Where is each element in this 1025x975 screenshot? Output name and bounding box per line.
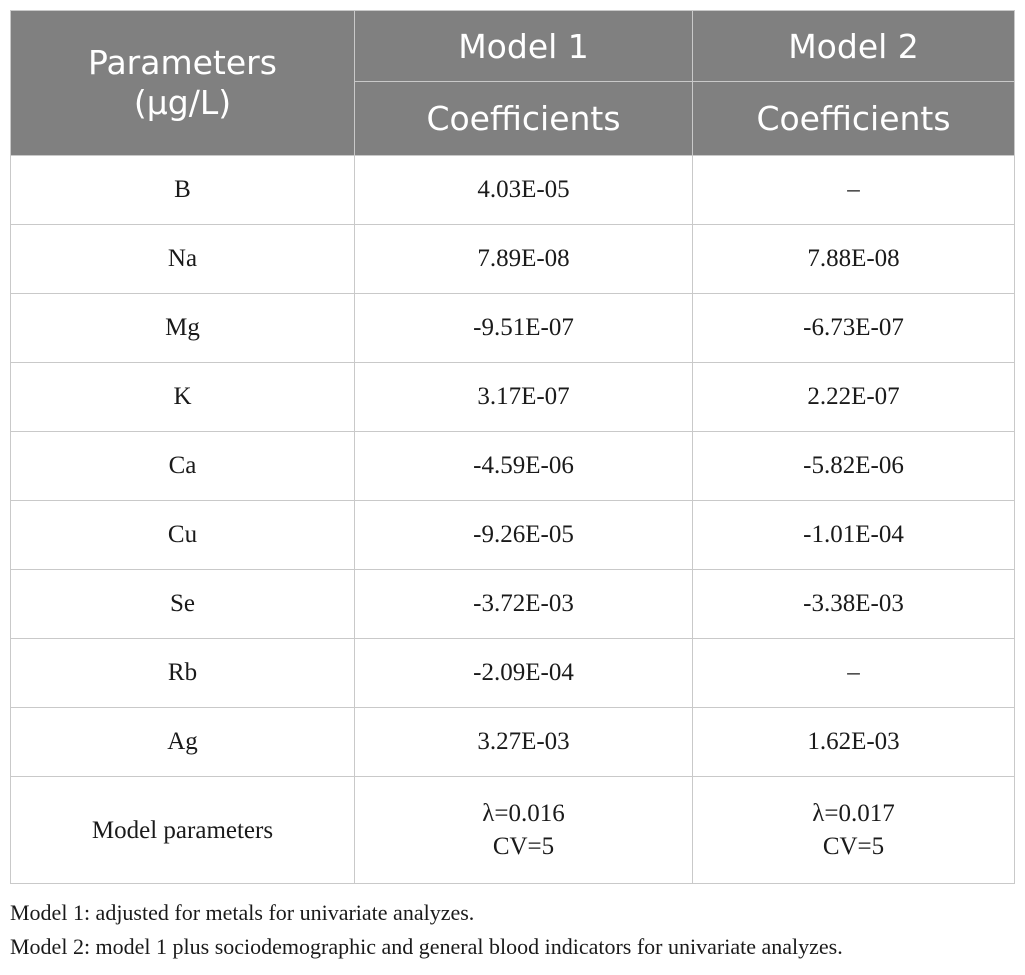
model2-value-cell: -6.73E-07 <box>692 293 1015 363</box>
model2-lambda: λ=0.017 <box>812 800 895 827</box>
model1-coefficients-header: Coefficients <box>354 81 693 156</box>
parameter-cell: Na <box>10 224 355 294</box>
model1-value-cell: 3.17E-07 <box>354 362 693 432</box>
table-header: Parameters (μg/L) Model 1 Model 2 Coeffi… <box>10 10 1015 156</box>
model1-value-cell: -3.72E-03 <box>354 569 693 639</box>
table-row: Se -3.72E-03 -3.38E-03 <box>10 569 1015 639</box>
table-row: B 4.03E-05 – <box>10 155 1015 225</box>
parameters-header: Parameters (μg/L) <box>10 10 355 156</box>
model2-value-cell: -3.38E-03 <box>692 569 1015 639</box>
table-row: K 3.17E-07 2.22E-07 <box>10 362 1015 432</box>
model1-value-cell: -2.09E-04 <box>354 638 693 708</box>
table-row: Cu -9.26E-05 -1.01E-04 <box>10 500 1015 570</box>
header-row-2: Coefficients Coefficients <box>11 81 1015 156</box>
model1-cv: CV=5 <box>492 833 555 860</box>
header-row-1: Parameters (μg/L) Model 1 Model 2 <box>10 10 1015 156</box>
table-row: Rb -2.09E-04 – <box>10 638 1015 708</box>
model2-coefficients-header: Coefficients <box>692 81 1015 156</box>
model2-value-cell: -5.82E-06 <box>692 431 1015 501</box>
model1-value-cell: -9.51E-07 <box>354 293 693 363</box>
table-row: Na 7.89E-08 7.88E-08 <box>10 224 1015 294</box>
parameter-cell: B <box>10 155 355 225</box>
model1-value-cell: -4.59E-06 <box>354 431 693 501</box>
model2-header: Model 2 <box>692 10 1015 82</box>
model2-value-cell: – <box>692 155 1015 225</box>
parameters-header-label: Parameters <box>88 43 277 82</box>
table-footnotes: Model 1: adjusted for metals for univari… <box>10 896 843 964</box>
parameter-cell: Cu <box>10 500 355 570</box>
coefficients-table: Parameters (μg/L) Model 1 Model 2 Coeffi… <box>10 10 1015 884</box>
parameter-cell: Mg <box>10 293 355 363</box>
model1-value-cell: 3.27E-03 <box>354 707 693 777</box>
footnote-model2: Model 2: model 1 plus sociodemographic a… <box>10 934 843 959</box>
parameter-cell: Se <box>10 569 355 639</box>
parameters-header-unit: (μg/L) <box>133 83 232 122</box>
model2-value-cell: -1.01E-04 <box>692 500 1015 570</box>
footnote-model1: Model 1: adjusted for metals for univari… <box>10 900 475 925</box>
model1-value-cell: -9.26E-05 <box>354 500 693 570</box>
table-row: Ag 3.27E-03 1.62E-03 <box>10 707 1015 777</box>
model2-params-cell: λ=0.017 CV=5 <box>692 776 1015 884</box>
model2-value-cell: – <box>692 638 1015 708</box>
model1-value-cell: 4.03E-05 <box>354 155 693 225</box>
model2-value-cell: 7.88E-08 <box>692 224 1015 294</box>
model1-lambda: λ=0.016 <box>482 800 565 827</box>
model2-value-cell: 1.62E-03 <box>692 707 1015 777</box>
model1-params-cell: λ=0.016 CV=5 <box>354 776 693 884</box>
parameter-cell: Ca <box>10 431 355 501</box>
model2-value-cell: 2.22E-07 <box>692 362 1015 432</box>
table-row: Ca -4.59E-06 -5.82E-06 <box>10 431 1015 501</box>
model-parameters-label: Model parameters <box>10 776 355 884</box>
parameter-cell: Ag <box>10 707 355 777</box>
model1-header: Model 1 <box>354 10 693 82</box>
table-row: Mg -9.51E-07 -6.73E-07 <box>10 293 1015 363</box>
coefficients-table-container: Parameters (μg/L) Model 1 Model 2 Coeffi… <box>10 10 1015 884</box>
parameter-cell: K <box>10 362 355 432</box>
table-body: B 4.03E-05 – Na 7.89E-08 7.88E-08 Mg -9.… <box>10 155 1015 884</box>
parameter-cell: Rb <box>10 638 355 708</box>
model-parameters-row: Model parameters λ=0.016 CV=5 λ=0.017 CV… <box>10 776 1015 884</box>
model2-cv: CV=5 <box>822 833 885 860</box>
model1-value-cell: 7.89E-08 <box>354 224 693 294</box>
